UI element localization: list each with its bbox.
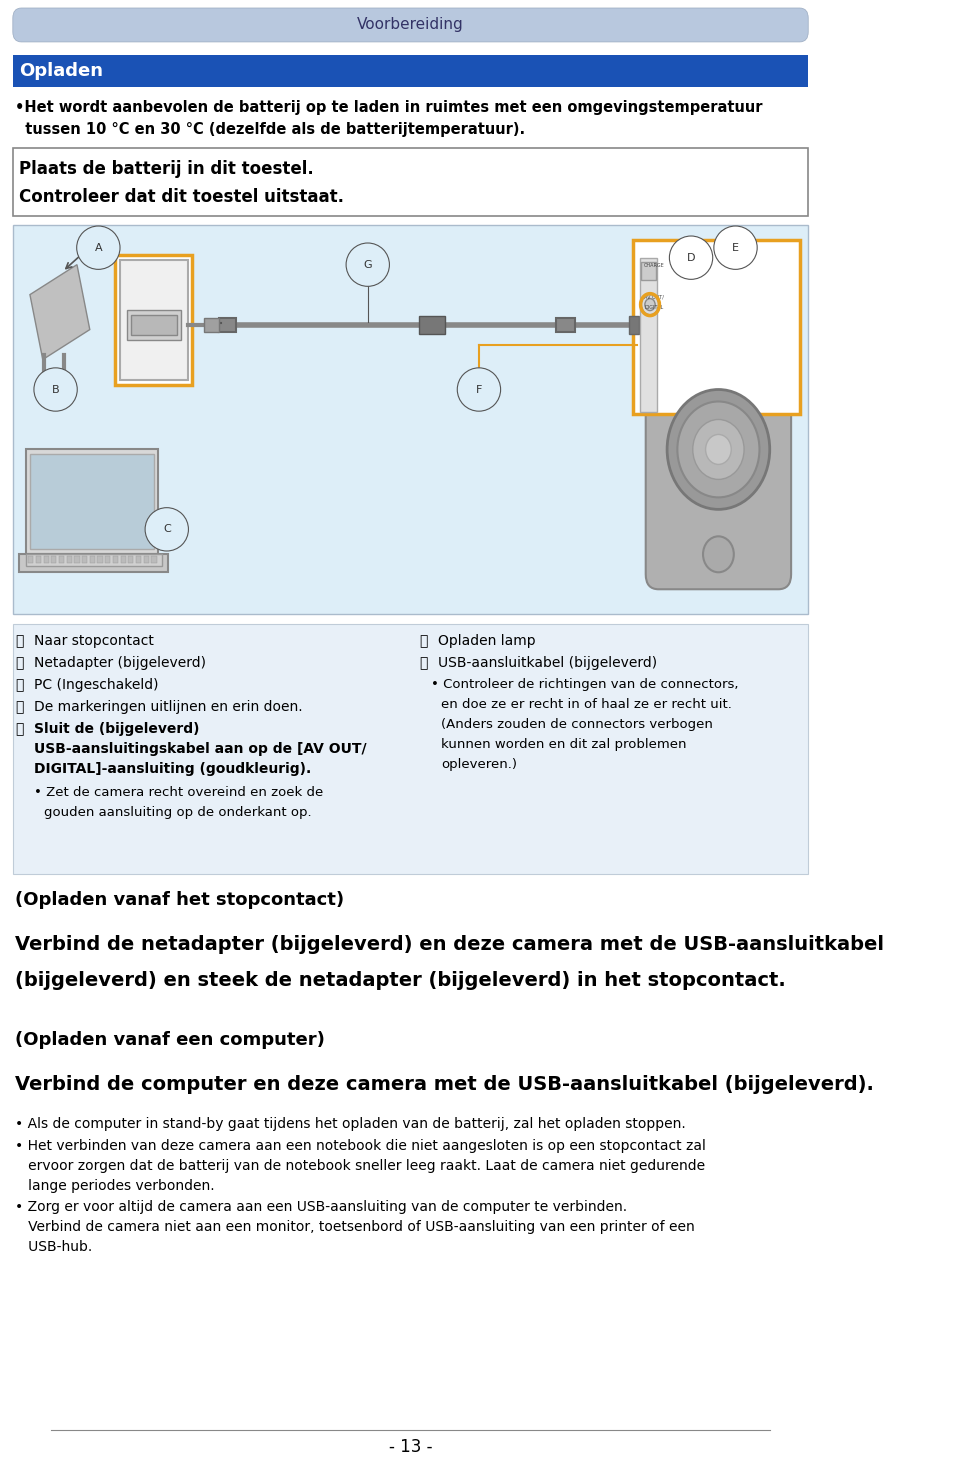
Text: AV OUT/: AV OUT/	[644, 295, 664, 300]
Text: USB-aansluitkabel (bijgeleverd): USB-aansluitkabel (bijgeleverd)	[438, 656, 657, 671]
Text: (bijgeleverd) en steek de netadapter (bijgeleverd) in het stopcontact.: (bijgeleverd) en steek de netadapter (bi…	[15, 970, 786, 989]
Text: DIGITAL: DIGITAL	[644, 304, 663, 310]
Bar	[115, 254, 192, 384]
Text: Verbind de computer en deze camera met de USB-aansluitkabel (bijgeleverd).: Verbind de computer en deze camera met d…	[15, 1075, 875, 1094]
Bar	[136, 557, 141, 564]
Bar	[66, 557, 72, 564]
Text: • Als de computer in stand-by gaat tijdens het opladen van de batterij, zal het : • Als de computer in stand-by gaat tijde…	[15, 1116, 686, 1131]
Text: C: C	[163, 524, 171, 535]
Bar	[420, 316, 444, 333]
Text: Naar stopcontact: Naar stopcontact	[35, 634, 155, 649]
Bar	[131, 314, 177, 335]
Bar	[12, 624, 808, 874]
Text: (Opladen vanaf een computer): (Opladen vanaf een computer)	[15, 1030, 325, 1049]
Bar	[26, 554, 162, 567]
Bar	[51, 557, 57, 564]
Bar	[129, 557, 133, 564]
Text: B: B	[52, 384, 60, 394]
Bar	[75, 557, 80, 564]
Text: E: E	[732, 243, 739, 253]
Text: Ⓒ: Ⓒ	[15, 678, 24, 693]
Bar	[204, 317, 219, 332]
Text: A: A	[94, 243, 102, 253]
Bar	[106, 557, 110, 564]
Text: G: G	[364, 260, 372, 270]
Text: Voorbereiding: Voorbereiding	[357, 18, 464, 32]
Text: opleveren.): opleveren.)	[442, 758, 517, 771]
Bar	[121, 557, 126, 564]
Bar	[43, 557, 49, 564]
Bar	[639, 257, 657, 412]
Text: CHARGE: CHARGE	[644, 263, 664, 267]
Text: •Het wordt aanbevolen de batterij op te laden in ruimtes met een omgevingstemper: •Het wordt aanbevolen de batterij op te …	[15, 99, 763, 115]
Bar	[28, 557, 34, 564]
Circle shape	[703, 536, 733, 573]
Text: Netadapter (bijgeleverd): Netadapter (bijgeleverd)	[35, 656, 206, 671]
Bar	[36, 557, 41, 564]
Bar	[12, 225, 808, 614]
FancyBboxPatch shape	[646, 250, 791, 589]
Text: • Zet de camera recht overeind en zoek de: • Zet de camera recht overeind en zoek d…	[35, 786, 324, 799]
Circle shape	[706, 434, 732, 465]
Text: • Controleer de richtingen van de connectors,: • Controleer de richtingen van de connec…	[431, 678, 738, 691]
Text: Ⓔ: Ⓔ	[15, 722, 24, 736]
Text: Controleer dat dit toestel uitstaat.: Controleer dat dit toestel uitstaat.	[19, 188, 344, 206]
Circle shape	[667, 390, 770, 510]
Text: Ⓕ: Ⓕ	[420, 634, 427, 649]
Circle shape	[678, 402, 759, 497]
Text: • Zorg er voor altijd de camera aan een USB-aansluiting van de computer te verbi: • Zorg er voor altijd de camera aan een …	[15, 1201, 628, 1214]
Bar	[629, 316, 638, 333]
Text: Ⓑ: Ⓑ	[15, 656, 24, 671]
Text: DIGITAL]-aansluiting (goudkleurig).: DIGITAL]-aansluiting (goudkleurig).	[35, 763, 311, 776]
Bar	[152, 557, 156, 564]
Text: lange periodes verbonden.: lange periodes verbonden.	[15, 1179, 215, 1192]
Text: De markeringen uitlijnen en erin doen.: De markeringen uitlijnen en erin doen.	[35, 700, 302, 714]
Text: Verbind de camera niet aan een monitor, toetsenbord of USB-aansluiting van een p: Verbind de camera niet aan een monitor, …	[15, 1220, 695, 1235]
Text: USB-hub.: USB-hub.	[15, 1240, 93, 1255]
Text: Ⓐ: Ⓐ	[15, 634, 24, 649]
Bar	[30, 454, 154, 549]
Text: Verbind de netadapter (bijgeleverd) en deze camera met de USB-aansluitkabel: Verbind de netadapter (bijgeleverd) en d…	[15, 935, 884, 954]
Bar	[19, 554, 169, 573]
Text: Sluit de (bijgeleverd): Sluit de (bijgeleverd)	[35, 722, 200, 736]
Bar	[98, 557, 103, 564]
Circle shape	[645, 298, 655, 311]
Circle shape	[641, 295, 659, 314]
Bar	[120, 260, 188, 380]
Text: Ⓓ: Ⓓ	[15, 700, 24, 714]
Text: ervoor zorgen dat de batterij van de notebook sneller leeg raakt. Laat de camera: ervoor zorgen dat de batterij van de not…	[15, 1159, 706, 1173]
Bar	[127, 310, 181, 339]
Circle shape	[693, 419, 744, 479]
Bar	[113, 557, 118, 564]
Text: kunnen worden en dit zal problemen: kunnen worden en dit zal problemen	[442, 738, 686, 751]
FancyBboxPatch shape	[12, 7, 808, 42]
Text: Plaats de batterij in dit toestel.: Plaats de batterij in dit toestel.	[19, 159, 314, 178]
Bar	[12, 148, 808, 216]
Bar	[26, 450, 158, 554]
Text: tussen 10 °C en 30 °C (dezelfde als de batterijtemperatuur).: tussen 10 °C en 30 °C (dezelfde als de b…	[15, 121, 525, 137]
Text: F: F	[476, 384, 482, 394]
Text: PC (Ingeschakeld): PC (Ingeschakeld)	[35, 678, 158, 693]
Bar	[640, 262, 656, 279]
Text: (Opladen vanaf het stopcontact): (Opladen vanaf het stopcontact)	[15, 891, 345, 909]
Bar	[219, 317, 236, 332]
Text: - 13 -: - 13 -	[389, 1438, 432, 1457]
Bar	[59, 557, 64, 564]
Text: gouden aansluiting op de onderkant op.: gouden aansluiting op de onderkant op.	[44, 806, 312, 820]
Bar	[633, 240, 800, 415]
Text: Opladen: Opladen	[19, 61, 103, 80]
Bar	[83, 557, 87, 564]
Bar	[12, 56, 808, 86]
Text: USB-aansluitingskabel aan op de [AV OUT/: USB-aansluitingskabel aan op de [AV OUT/	[35, 742, 367, 757]
Bar	[90, 557, 95, 564]
Bar	[144, 557, 149, 564]
Text: (Anders zouden de connectors verbogen: (Anders zouden de connectors verbogen	[442, 719, 713, 730]
Text: Opladen lamp: Opladen lamp	[438, 634, 536, 649]
Bar	[556, 317, 575, 332]
Text: D: D	[686, 253, 695, 263]
Polygon shape	[30, 264, 90, 359]
Text: Ⓖ: Ⓖ	[420, 656, 427, 671]
Text: en doe ze er recht in of haal ze er recht uit.: en doe ze er recht in of haal ze er rech…	[442, 698, 732, 712]
Text: • Het verbinden van deze camera aan een notebook die niet aangesloten is op een : • Het verbinden van deze camera aan een …	[15, 1138, 707, 1153]
